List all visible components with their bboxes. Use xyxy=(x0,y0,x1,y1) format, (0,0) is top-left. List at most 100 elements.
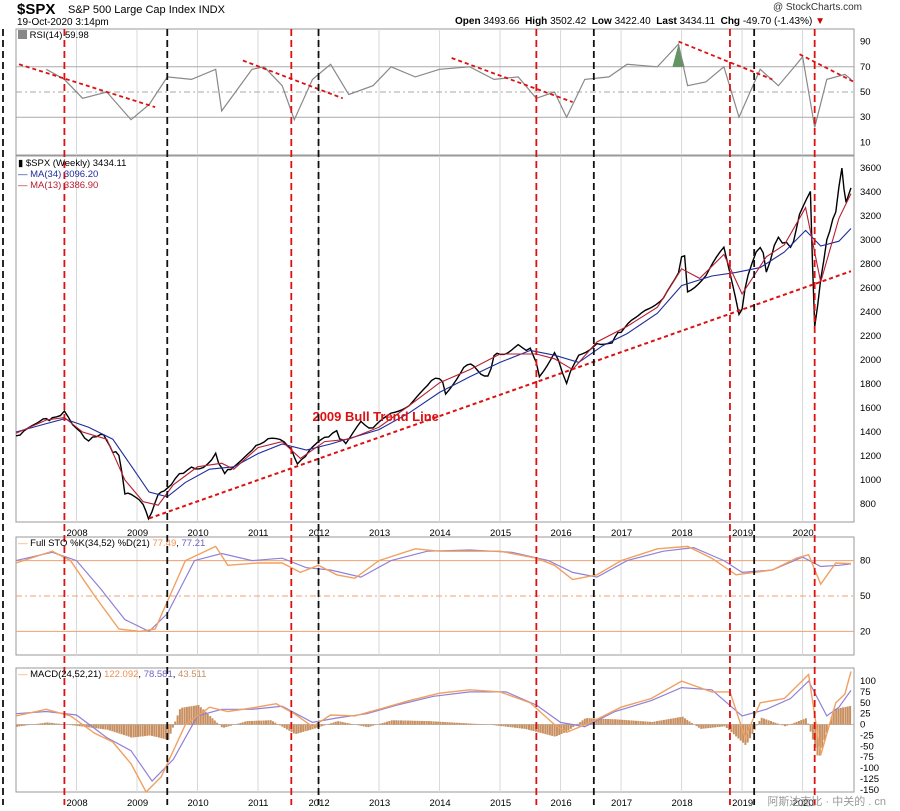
macd-histogram-bar xyxy=(388,721,391,725)
macd-histogram-bar xyxy=(686,719,689,725)
macd-histogram-bar xyxy=(718,724,721,727)
macd-histogram-bar xyxy=(676,717,679,725)
macd-histogram-bar xyxy=(637,720,640,725)
macd-histogram-bar xyxy=(407,720,409,725)
macd-histogram-bar xyxy=(628,720,630,725)
macd-histogram-bar xyxy=(623,719,626,725)
macd-histogram-bar xyxy=(248,721,251,725)
panel-frame-rsi xyxy=(15,28,855,156)
price-axis-tick: 2000 xyxy=(860,355,881,366)
macd-histogram-bar xyxy=(276,724,279,725)
macd-histogram-bar xyxy=(797,721,800,725)
price-x-tick-label: 2014 xyxy=(430,528,451,539)
macd-histogram-bar xyxy=(204,711,207,725)
price-x-tick-label: 2010 xyxy=(188,528,209,539)
macd-histogram-bar xyxy=(807,723,810,725)
macd-histogram-bar xyxy=(23,724,25,726)
macd-histogram-bar xyxy=(679,717,682,725)
macd-histogram-bar xyxy=(174,721,177,725)
macd-x-tick-label: 2013 xyxy=(369,798,390,809)
macd-x-tick-label: 2009 xyxy=(127,798,148,809)
macd-histogram-bar xyxy=(348,723,351,725)
price-x-tick-label: 2017 xyxy=(611,528,632,539)
rsi-axis-tick: 70 xyxy=(860,62,871,73)
macd-histogram-bar xyxy=(334,721,337,725)
macd-histogram-bar xyxy=(272,721,274,725)
macd-histogram-bar xyxy=(304,724,307,732)
macd-histogram-bar xyxy=(525,724,528,730)
macd-histogram-bar xyxy=(74,724,77,726)
price-axis-tick: 800 xyxy=(860,499,876,510)
macd-axis-tick: -100 xyxy=(860,763,879,774)
macd-histogram-bar xyxy=(88,724,91,728)
macd-histogram-bar xyxy=(246,721,249,725)
macd-histogram-bar xyxy=(572,724,575,728)
down-arrow-icon: ▼ xyxy=(815,16,825,27)
macd-histogram-bar xyxy=(763,718,765,725)
macd-histogram-bar xyxy=(639,721,642,725)
macd-histogram-bar xyxy=(697,724,700,728)
macd-histogram-bar xyxy=(784,724,786,727)
price-axis-tick: 2200 xyxy=(860,331,881,342)
macd-histogram-bar xyxy=(369,724,372,727)
macd-histogram-bar xyxy=(318,724,321,727)
macd-histogram-bar xyxy=(69,724,72,726)
high-value: 3502.42 xyxy=(550,16,587,27)
macd-histogram-bar xyxy=(390,720,393,725)
macd-histogram-bar xyxy=(25,724,28,726)
macd-histogram-bar xyxy=(518,724,521,729)
macd-x-tick-label: 2008 xyxy=(67,798,88,809)
macd-axis-tick: -125 xyxy=(860,774,879,785)
macd-histogram-bar xyxy=(176,715,179,725)
macd-histogram-bar xyxy=(283,724,286,728)
macd-x-tick-label: 2016 xyxy=(551,798,572,809)
macd-histogram-bar xyxy=(244,721,247,725)
macd-histogram-bar xyxy=(823,724,826,741)
macd-histogram-bar xyxy=(397,720,400,725)
rsi-axis-tick: 30 xyxy=(860,112,871,123)
macd-histogram-bar xyxy=(786,724,789,726)
ma13-swatch-icon: — xyxy=(18,180,28,191)
macd-histogram-bar xyxy=(306,724,309,731)
macd-axis-tick: 100 xyxy=(860,676,876,687)
ma34-line xyxy=(15,228,852,498)
macd-histogram-bar xyxy=(635,720,637,725)
sto-swatch-icon: — xyxy=(18,538,28,549)
macd-histogram-bar xyxy=(651,722,654,725)
panel-frame-price xyxy=(15,155,855,523)
macd-histogram-bar xyxy=(562,724,565,733)
macd-histogram-bar xyxy=(758,721,761,725)
macd-histogram-bar xyxy=(707,724,710,729)
brand-link[interactable]: @ StockCharts.com xyxy=(772,2,862,13)
macd-histogram-bar xyxy=(781,724,784,726)
macd-histogram-bar xyxy=(134,724,137,738)
macd-histogram-bar xyxy=(756,724,758,726)
macd-histogram-bar xyxy=(448,722,451,725)
sto-d-line xyxy=(15,546,852,633)
macd-histogram-bar xyxy=(109,724,112,731)
rsi-axis-tick: 10 xyxy=(860,137,871,148)
macd-histogram-bar xyxy=(595,718,598,725)
macd-histogram-bar xyxy=(309,724,312,730)
macd-axis-tick: -25 xyxy=(860,730,874,741)
price-axis-tick: 1000 xyxy=(860,475,881,486)
macd-histogram-bar xyxy=(239,723,242,725)
macd-histogram-bar xyxy=(411,720,414,725)
last-value: 3434.11 xyxy=(679,16,716,27)
price-x-tick-label: 2015 xyxy=(490,528,511,539)
macd-histogram-bar xyxy=(413,720,416,725)
macd-histogram-bar xyxy=(99,724,102,729)
price-x-tick-label: 2012 xyxy=(309,528,330,539)
macd-histogram-bar xyxy=(772,722,775,725)
price-axis-tick: 3400 xyxy=(860,187,881,198)
macd-histogram-bar xyxy=(614,719,617,725)
low-label: Low xyxy=(591,16,612,27)
sto-k-line xyxy=(15,545,852,633)
macd-histogram-bar xyxy=(195,705,198,725)
ticker-symbol: $SPX xyxy=(17,1,56,18)
macd-histogram-bar xyxy=(102,724,105,730)
candle-icon: ▮ xyxy=(18,158,24,169)
macd-histogram-bar xyxy=(625,720,628,725)
macd-histogram-bar xyxy=(41,723,44,725)
price-x-tick-label: 2016 xyxy=(551,528,572,539)
